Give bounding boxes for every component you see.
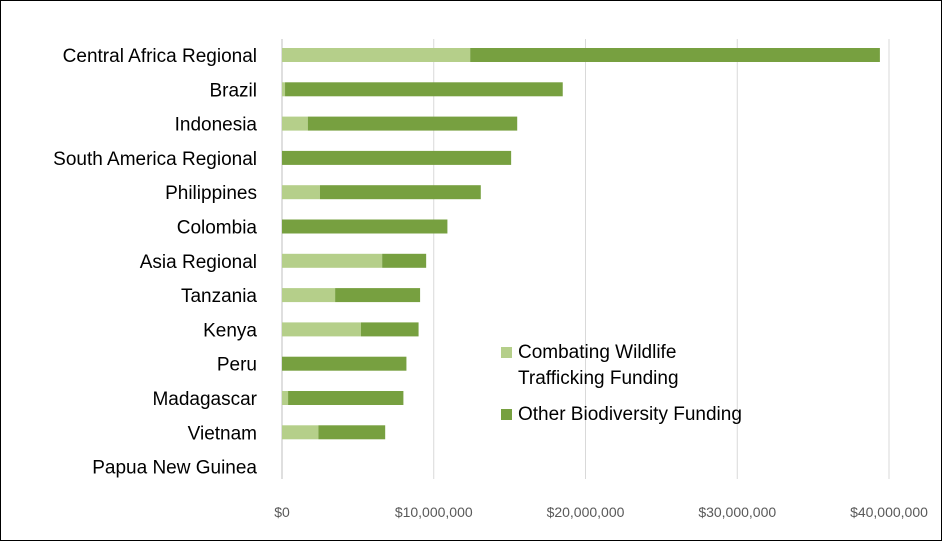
legend-label-other-biodiversity: Other Biodiversity Funding [518, 404, 742, 425]
category-label-tanzania: Tanzania [181, 286, 257, 307]
bar-madagascar-wildlife-trafficking [282, 391, 289, 405]
bar-kenya-other-biodiversity [360, 322, 419, 337]
legend: Combating Wildlife Trafficking Funding Oth… [501, 342, 742, 425]
legend-swatch-other-biodiversity [501, 409, 512, 420]
legend-label-wildlife-trafficking: Combating Wildlife Trafficking Funding [518, 342, 679, 389]
bar-kenya-wildlife-trafficking [282, 322, 361, 337]
bar-south-america-regional-other-biodiversity [282, 150, 512, 165]
bar-brazil-wildlife-trafficking [282, 82, 286, 97]
x-tick-label: $0 [274, 504, 290, 520]
bars [282, 48, 880, 440]
bar-central-africa-regional-wildlife-trafficking [282, 48, 471, 62]
category-label-south-america-regional: South America Regional [53, 149, 257, 170]
category-label-papua-new-guinea: Papua New Guinea [92, 458, 257, 479]
bar-asia-regional-wildlife-trafficking [282, 253, 383, 268]
bar-central-africa-regional-other-biodiversity [470, 48, 880, 62]
bar-vietnam-other-biodiversity [318, 425, 386, 440]
category-label-colombia: Colombia [177, 218, 258, 239]
bar-tanzania-wildlife-trafficking [282, 288, 336, 303]
category-label-central-africa-regional: Central Africa Regional [63, 46, 257, 67]
category-labels: Central Africa Regional Brazil Indonesia So… [53, 46, 258, 479]
category-label-brazil: Brazil [209, 80, 257, 101]
category-label-madagascar: Madagascar [152, 389, 257, 410]
category-label-philippines: Philippines [165, 183, 257, 204]
category-label-peru: Peru [217, 355, 257, 376]
bar-indonesia-other-biodiversity [307, 116, 518, 131]
category-label-vietnam: Vietnam [188, 423, 257, 444]
x-tick-label: $20,000,000 [547, 504, 625, 520]
bar-peru-other-biodiversity [282, 356, 407, 371]
bar-philippines-other-biodiversity [319, 185, 481, 200]
bar-colombia-other-biodiversity [282, 219, 448, 234]
bar-brazil-other-biodiversity [285, 82, 563, 97]
bar-madagascar-other-biodiversity [288, 391, 404, 405]
bar-philippines-wildlife-trafficking [282, 185, 320, 200]
x-tick-label: $30,000,000 [698, 504, 776, 520]
bar-asia-regional-other-biodiversity [382, 253, 427, 268]
category-label-kenya: Kenya [203, 320, 257, 341]
bar-tanzania-other-biodiversity [335, 288, 421, 303]
bar-indonesia-wildlife-trafficking [282, 116, 308, 131]
bar-vietnam-wildlife-trafficking [282, 425, 319, 440]
x-tick-label: $10,000,000 [395, 504, 473, 520]
x-tick-label: $40,000,000 [850, 504, 928, 520]
gridlines [281, 39, 890, 479]
category-label-indonesia: Indonesia [175, 115, 258, 136]
x-tick-labels: $0 $10,000,000 $20,000,000 $30,000,000 $40,0… [274, 504, 928, 520]
category-label-asia-regional: Asia Regional [140, 252, 257, 273]
legend-swatch-wildlife-trafficking [501, 347, 512, 358]
